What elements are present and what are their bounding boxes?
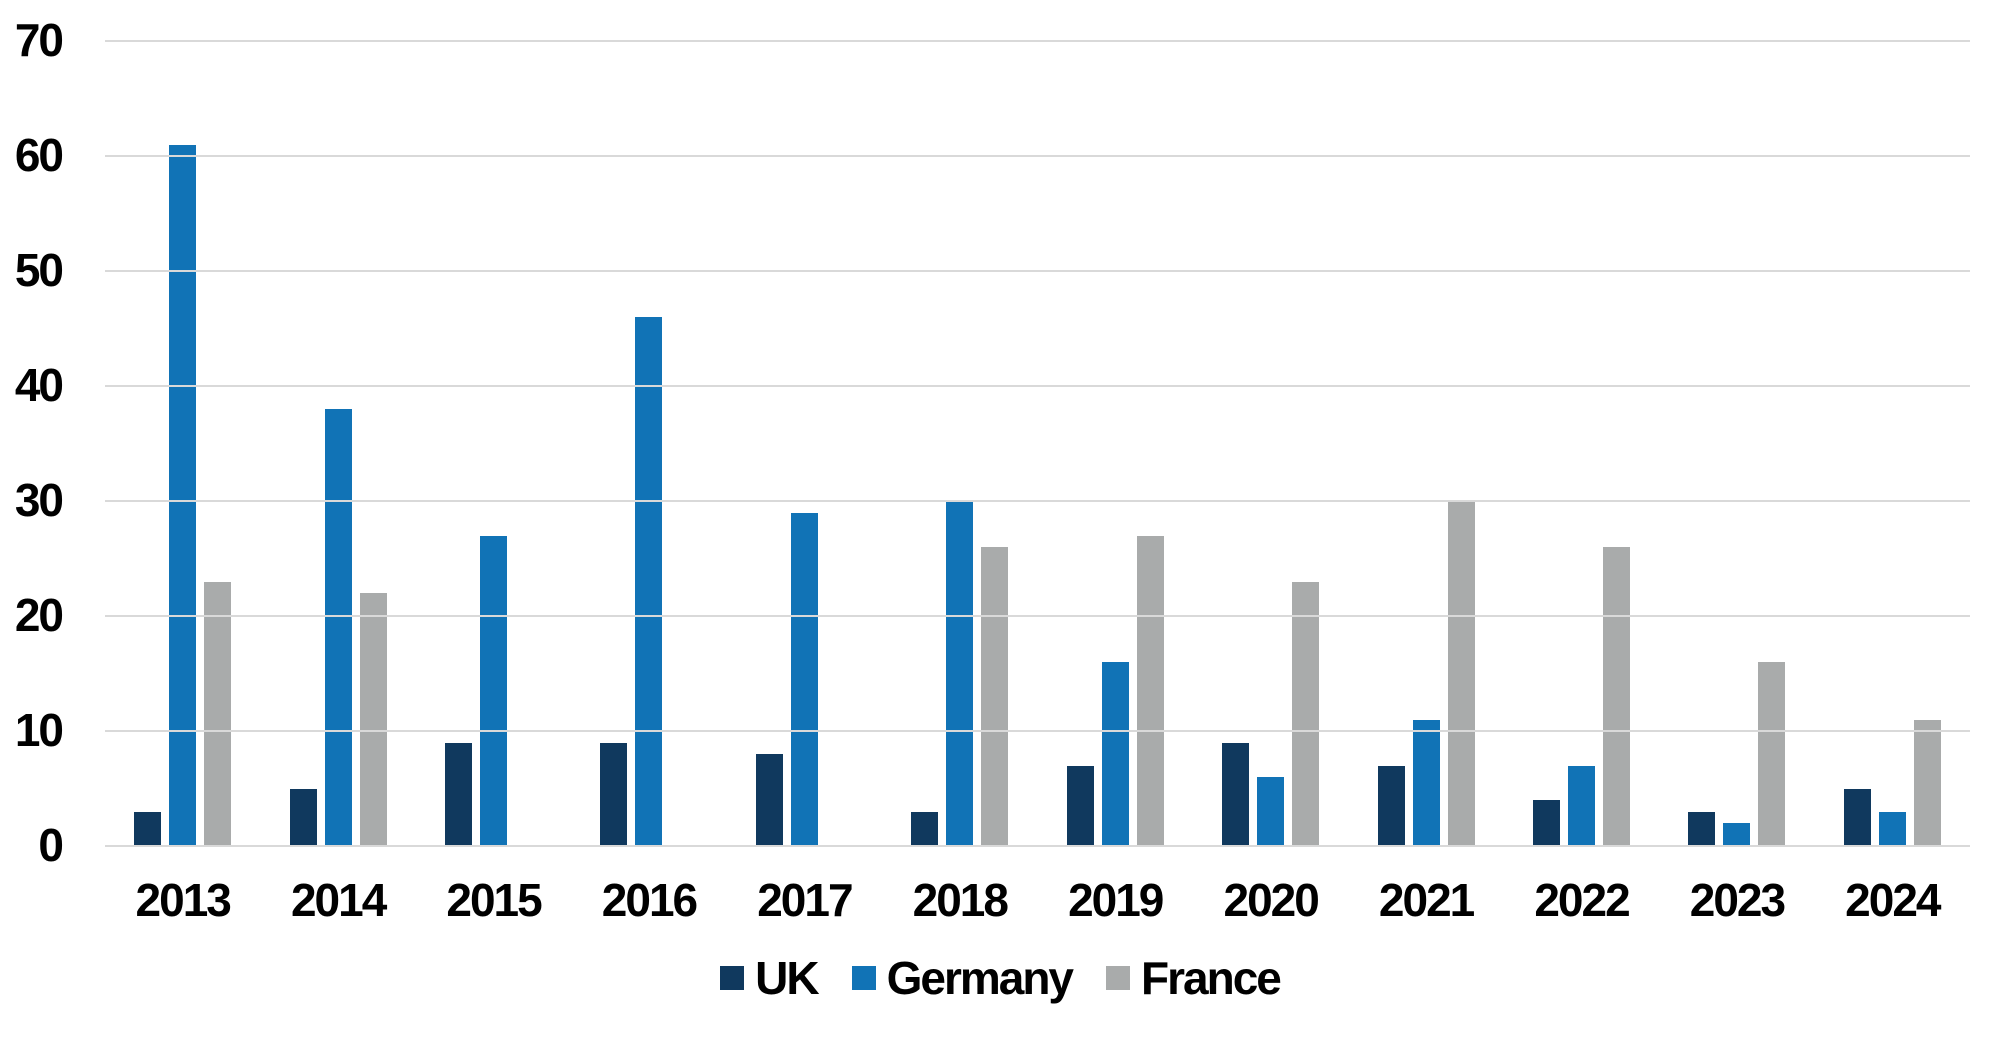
gridline bbox=[105, 155, 1970, 157]
bar-group-2014 bbox=[260, 41, 415, 846]
y-axis: 0 10 20 30 40 50 60 70 bbox=[0, 0, 66, 900]
bar-uk-2018 bbox=[911, 811, 939, 846]
bar-groups bbox=[105, 41, 1970, 846]
bar-group-2015 bbox=[416, 41, 571, 846]
bar-group-2016 bbox=[571, 41, 726, 846]
bar-france-2022 bbox=[1603, 547, 1630, 846]
legend-item-uk: UK bbox=[720, 952, 820, 1004]
legend-swatch-uk bbox=[720, 966, 745, 990]
bar-uk-2023 bbox=[1688, 811, 1716, 846]
bar-france-2013 bbox=[204, 581, 232, 846]
legend-item-france: France bbox=[1106, 952, 1282, 1004]
bar-uk-2020 bbox=[1222, 742, 1250, 846]
bar-uk-2019 bbox=[1066, 765, 1094, 846]
legend-label-france: France bbox=[1141, 952, 1282, 1004]
gridline bbox=[105, 385, 1970, 387]
plot-area bbox=[105, 40, 1970, 847]
bar-germany-2020 bbox=[1257, 777, 1285, 846]
y-tick-label: 40 bbox=[14, 359, 64, 411]
bar-france-2014 bbox=[359, 593, 387, 846]
bar-group-2013 bbox=[105, 41, 260, 846]
bar-germany-2021 bbox=[1412, 719, 1440, 846]
bar-germany-2018 bbox=[946, 501, 974, 846]
x-tick-label-2016: 2016 bbox=[601, 874, 698, 926]
bar-germany-2023 bbox=[1723, 823, 1751, 846]
x-axis: 2013 2014 2015 2016 2017 2018 2019 2020 2021 2022… bbox=[105, 874, 1970, 926]
gridline bbox=[105, 40, 1970, 42]
bar-group-2022 bbox=[1504, 41, 1659, 846]
bar-germany-2016 bbox=[635, 317, 663, 846]
bar-france-2021 bbox=[1447, 501, 1475, 846]
bar-group-2023 bbox=[1659, 41, 1814, 846]
y-tick-label: 0 bbox=[38, 819, 64, 871]
bar-uk-2016 bbox=[600, 742, 628, 846]
gridline bbox=[105, 730, 1970, 732]
x-tick-label-2017: 2017 bbox=[757, 874, 853, 926]
bar-germany-2014 bbox=[324, 409, 352, 846]
legend-swatch-germany bbox=[851, 966, 876, 990]
bar-uk-2024 bbox=[1843, 788, 1871, 846]
bar-group-2017 bbox=[727, 41, 882, 846]
bar-uk-2017 bbox=[755, 754, 783, 846]
x-tick-label-2014: 2014 bbox=[290, 874, 387, 926]
legend: UK Germany France bbox=[0, 952, 2000, 1004]
bar-germany-2024 bbox=[1878, 811, 1906, 846]
bar-uk-2014 bbox=[289, 788, 317, 846]
bar-uk-2015 bbox=[445, 742, 473, 846]
bar-germany-2013 bbox=[169, 144, 197, 846]
y-tick-label: 10 bbox=[14, 704, 64, 756]
y-tick-label: 30 bbox=[14, 474, 64, 526]
x-tick-label-2013: 2013 bbox=[135, 874, 232, 926]
bar-france-2024 bbox=[1913, 719, 1941, 846]
bar-france-2023 bbox=[1758, 662, 1786, 846]
gridline bbox=[105, 270, 1970, 272]
x-tick-label-2019: 2019 bbox=[1068, 874, 1164, 926]
bar-germany-2015 bbox=[480, 535, 508, 846]
legend-swatch-france bbox=[1106, 966, 1131, 990]
bar-group-2024 bbox=[1815, 41, 1970, 846]
gridline bbox=[105, 615, 1970, 617]
x-tick-label-2020: 2020 bbox=[1223, 874, 1319, 926]
x-tick-label-2021: 2021 bbox=[1378, 874, 1475, 926]
x-tick-label-2024: 2024 bbox=[1845, 874, 1941, 926]
bar-germany-2017 bbox=[790, 512, 818, 846]
x-tick-label-2018: 2018 bbox=[912, 874, 1009, 926]
bar-uk-2022 bbox=[1533, 800, 1560, 846]
x-tick-label-2015: 2015 bbox=[446, 874, 542, 926]
gridline bbox=[105, 500, 1970, 502]
y-tick-label: 70 bbox=[14, 14, 64, 66]
bar-uk-2021 bbox=[1377, 765, 1405, 846]
legend-label-germany: Germany bbox=[886, 952, 1074, 1004]
bar-germany-2022 bbox=[1568, 765, 1595, 846]
legend-item-germany: Germany bbox=[851, 952, 1074, 1004]
bar-group-2020 bbox=[1193, 41, 1348, 846]
bar-france-2019 bbox=[1136, 535, 1164, 846]
bar-france-2020 bbox=[1292, 581, 1320, 846]
legend-label-uk: UK bbox=[755, 952, 819, 1004]
bar-group-2021 bbox=[1348, 41, 1503, 846]
bar-uk-2013 bbox=[134, 811, 162, 846]
bar-france-2018 bbox=[981, 547, 1009, 846]
x-tick-label-2022: 2022 bbox=[1534, 874, 1630, 926]
bar-group-2019 bbox=[1038, 41, 1193, 846]
y-tick-label: 60 bbox=[14, 129, 64, 181]
bar-germany-2019 bbox=[1101, 662, 1129, 846]
gridline bbox=[105, 845, 1970, 847]
y-tick-label: 20 bbox=[14, 589, 64, 641]
x-tick-label-2023: 2023 bbox=[1689, 874, 1786, 926]
y-tick-label: 50 bbox=[14, 244, 64, 296]
bar-group-2018 bbox=[882, 41, 1037, 846]
